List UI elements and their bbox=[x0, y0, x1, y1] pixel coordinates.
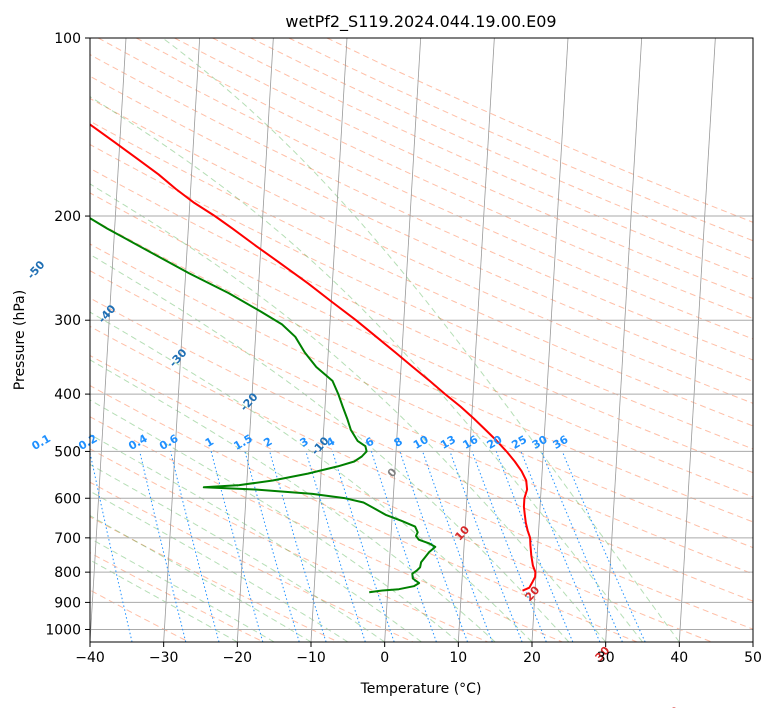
mixing-ratio-line bbox=[520, 451, 601, 642]
dry-adiabat-line bbox=[90, 120, 753, 427]
isotherm-label: -50 bbox=[25, 258, 48, 282]
isotherm-line bbox=[236, 38, 274, 642]
x-tick-label: −40 bbox=[75, 650, 105, 666]
y-tick-label: 500 bbox=[54, 444, 81, 460]
mixing-ratio-line bbox=[332, 451, 395, 642]
isotherm-line bbox=[90, 38, 127, 642]
y-tick-label: 200 bbox=[54, 209, 81, 225]
dry-adiabat-line bbox=[90, 354, 712, 642]
y-tick-label: 400 bbox=[54, 387, 81, 403]
dry-adiabat-line bbox=[90, 167, 753, 474]
dry-adiabat-line bbox=[90, 516, 339, 642]
mixing-ratio-label: 0.1 bbox=[29, 432, 52, 453]
mixing-ratio-line bbox=[244, 451, 300, 642]
isotherm-line bbox=[384, 38, 422, 642]
x-axis-title: Temperature (°C) bbox=[360, 681, 482, 697]
y-tick-label: 300 bbox=[54, 313, 81, 329]
isotherm-line bbox=[605, 38, 643, 642]
x-tick-label: −30 bbox=[149, 650, 179, 666]
moist-adiabat-line bbox=[90, 359, 496, 642]
mixing-ratio-line bbox=[495, 451, 574, 642]
y-axis-title: Pressure (hPa) bbox=[12, 290, 28, 390]
y-axis: 100 200 300 400 500 600 700 800 900 1000 bbox=[45, 31, 90, 639]
x-tick-label: 20 bbox=[523, 650, 541, 666]
isotherm-line bbox=[310, 38, 348, 642]
moist-adiabat-line bbox=[90, 311, 533, 642]
chart-title: wetPf2_S119.2024.044.19.00.E09 bbox=[285, 12, 556, 32]
y-tick-label: 900 bbox=[54, 595, 81, 611]
dry-adiabat-line bbox=[90, 325, 753, 630]
isotherm-line bbox=[457, 38, 495, 642]
x-tick-label: −10 bbox=[296, 650, 326, 666]
dry-adiabat-line bbox=[90, 217, 753, 523]
sounding-lines bbox=[90, 123, 537, 594]
moist-adiabat-line bbox=[90, 537, 275, 642]
mixing-ratio-line bbox=[370, 451, 437, 642]
dry-adiabat-line bbox=[90, 192, 753, 498]
mixing-ratio-line bbox=[139, 451, 187, 642]
moist-adiabat-line bbox=[90, 96, 643, 642]
dry-adiabat-line bbox=[90, 448, 488, 642]
dry-adiabat-line bbox=[90, 243, 753, 549]
mixing-ratio-line bbox=[305, 451, 366, 642]
mixing-ratio-line bbox=[561, 451, 646, 642]
dry-adiabat-line bbox=[90, 143, 753, 450]
mixing-ratio-line bbox=[399, 451, 468, 642]
mixing-ratio-line bbox=[90, 451, 133, 642]
background-lines bbox=[90, 38, 753, 642]
mixing-ratio-line bbox=[449, 451, 523, 642]
mixing-ratio-line bbox=[471, 451, 547, 642]
x-tick-label: 50 bbox=[744, 650, 762, 666]
dry-adiabat-line bbox=[90, 297, 753, 602]
moist-adiabat-line bbox=[90, 463, 385, 642]
x-tick-label: −20 bbox=[223, 650, 253, 666]
moist-adiabat-line bbox=[90, 183, 607, 642]
y-tick-label: 100 bbox=[54, 31, 81, 47]
isotherm-line bbox=[163, 38, 201, 642]
y-tick-label: 600 bbox=[54, 491, 81, 507]
mixing-ratio-line bbox=[269, 451, 327, 642]
dry-adiabat-line bbox=[90, 385, 638, 642]
mixing-ratio-line bbox=[422, 451, 493, 642]
y-tick-label: 700 bbox=[54, 531, 81, 547]
y-tick-label: 1000 bbox=[45, 623, 81, 639]
isotherm-line bbox=[531, 38, 569, 642]
x-tick-label: 30 bbox=[597, 650, 615, 666]
plot-frame bbox=[89, 37, 754, 643]
x-axis: −40 −30 −20 −10 0 10 20 30 40 50 bbox=[75, 642, 762, 666]
moist-adiabat-line bbox=[90, 433, 422, 642]
mixing-ratio-line bbox=[210, 451, 264, 642]
dewpoint-profile-line bbox=[90, 217, 437, 594]
isotherm-label: 40 bbox=[663, 704, 683, 708]
moist-adiabat-line bbox=[162, 38, 680, 642]
x-tick-label: 10 bbox=[449, 650, 467, 666]
x-tick-label: 0 bbox=[380, 650, 389, 666]
mixing-ratio-line bbox=[170, 451, 220, 642]
temperature-profile-line bbox=[90, 123, 537, 592]
dry-adiabat-line bbox=[90, 270, 753, 575]
y-tick-label: 800 bbox=[54, 565, 81, 581]
x-tick-label: 40 bbox=[670, 650, 688, 666]
dry-adiabat-line bbox=[90, 97, 753, 404]
isotherm-line bbox=[752, 635, 753, 642]
mixing-ratio-line bbox=[541, 451, 623, 642]
plot-background bbox=[90, 38, 753, 642]
isotherm-line bbox=[678, 38, 716, 642]
